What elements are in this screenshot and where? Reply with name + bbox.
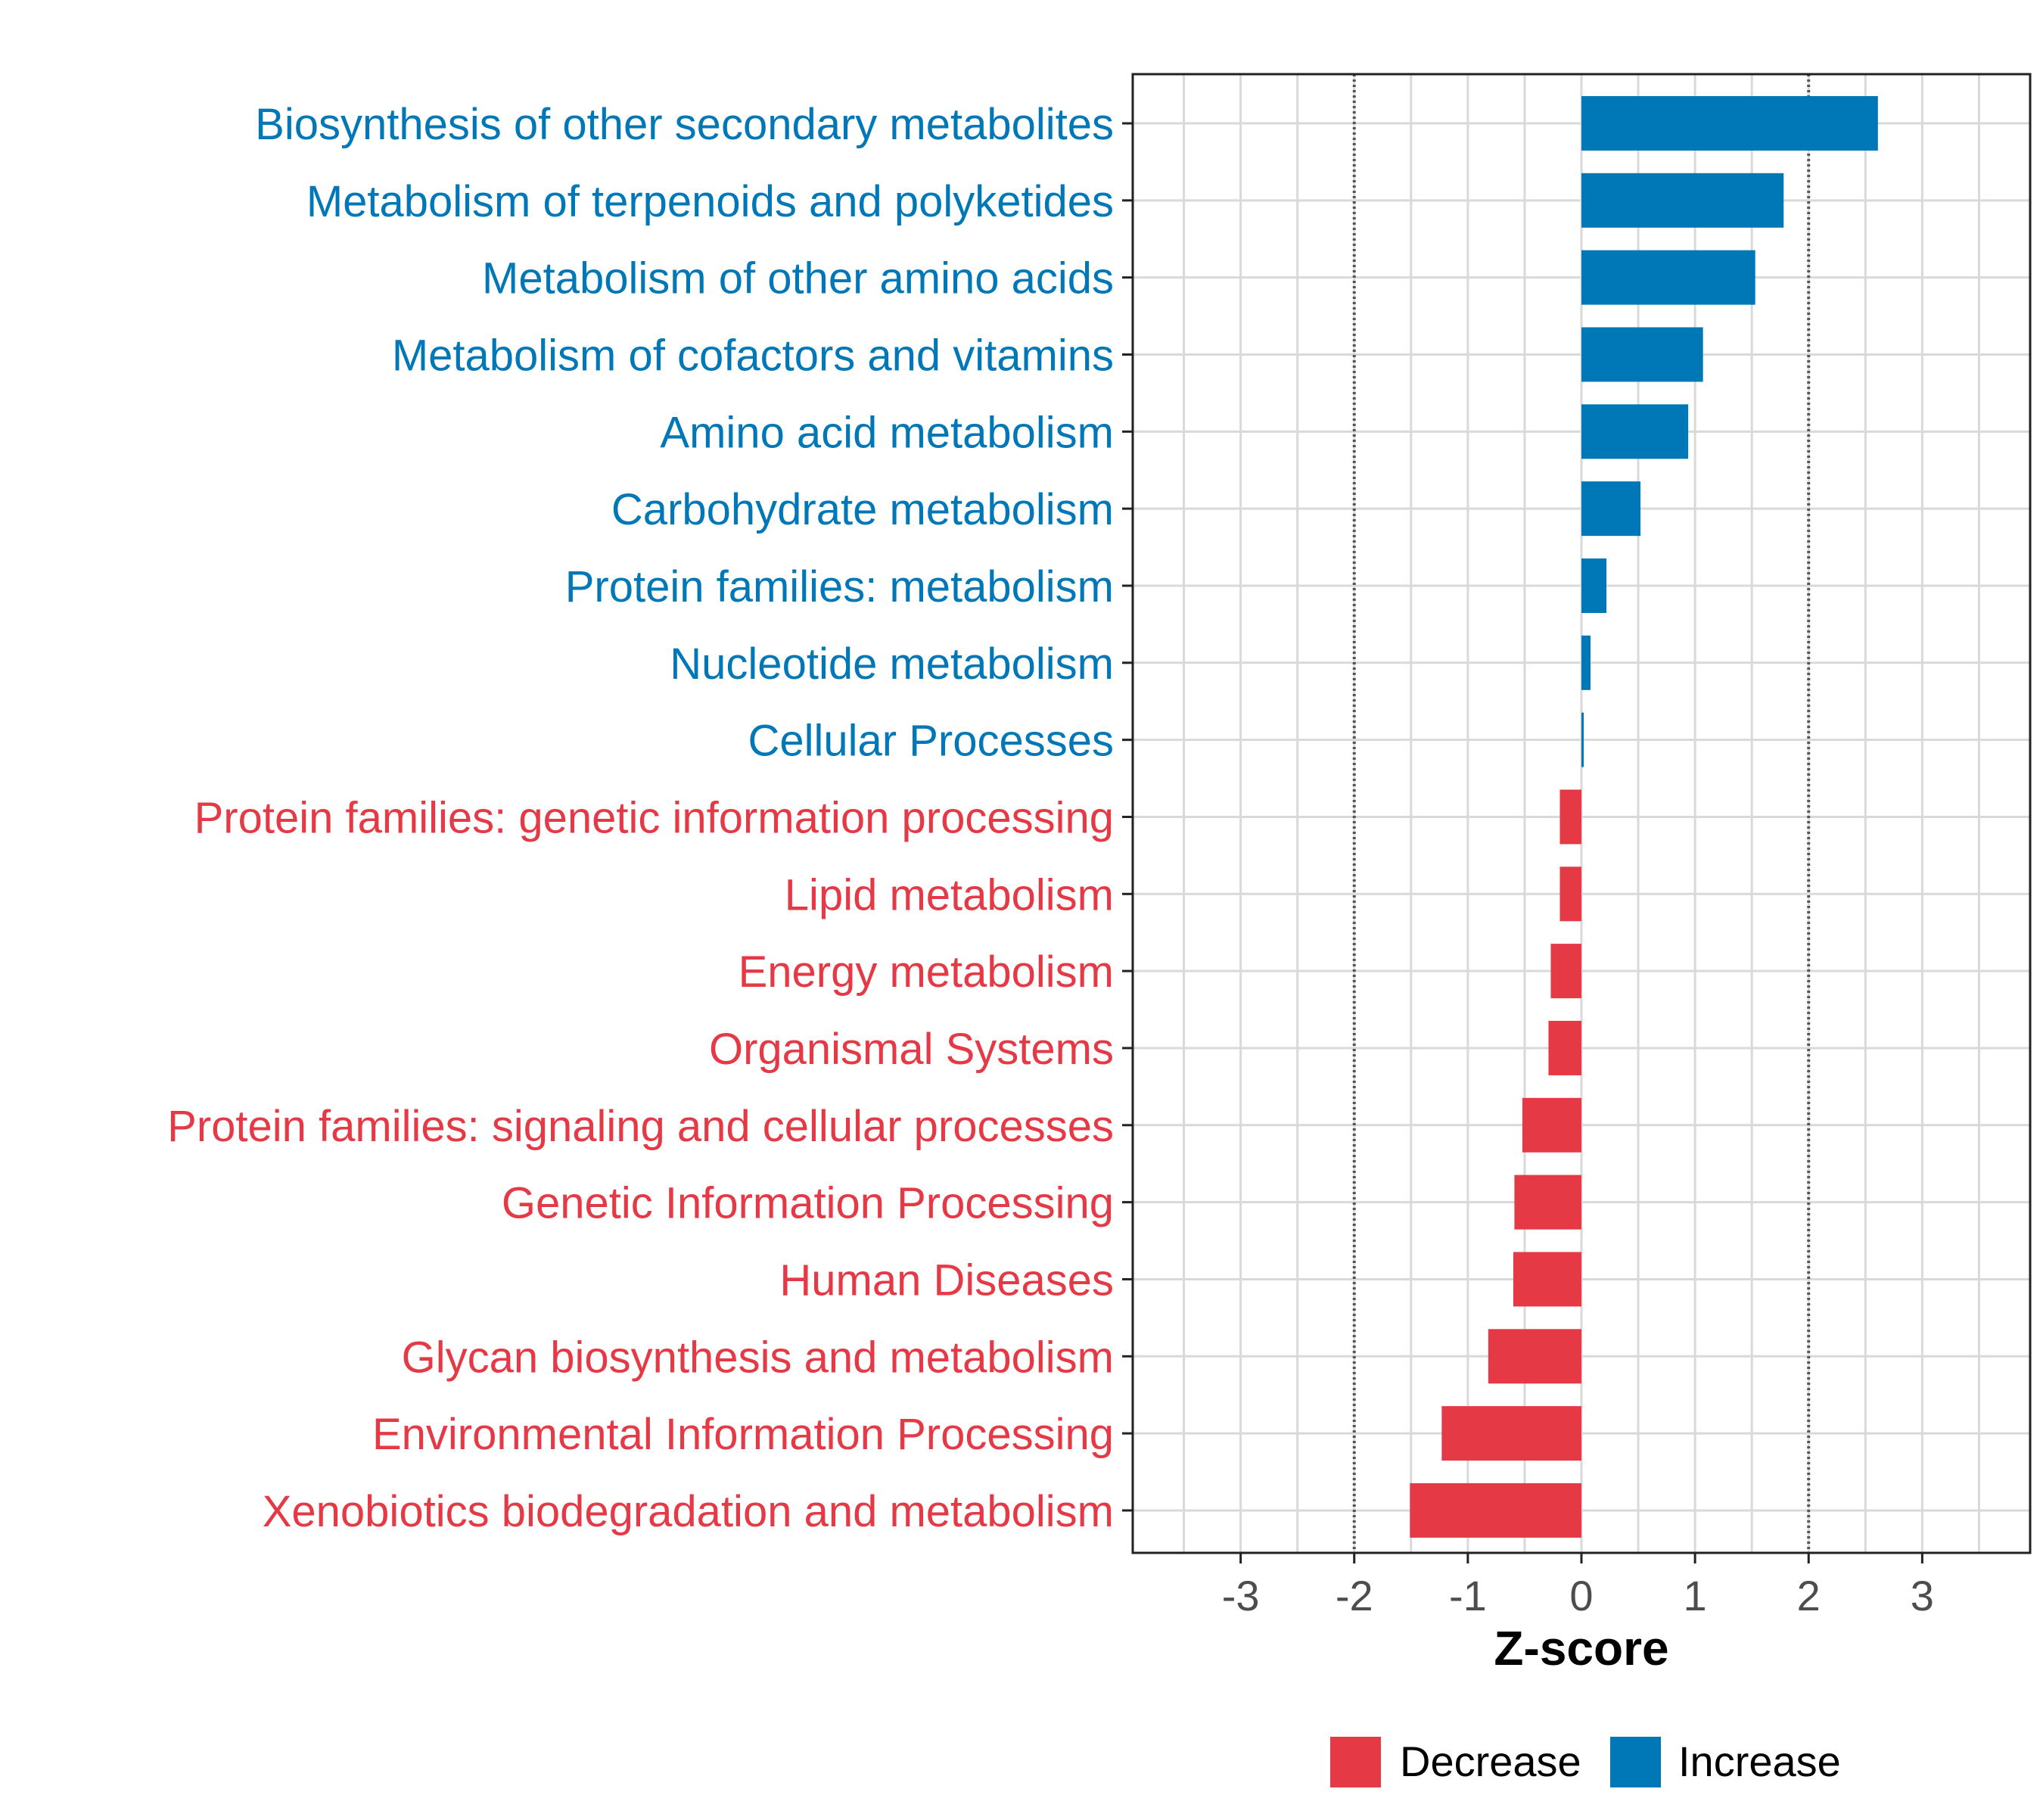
legend-label-decrease: Decrease	[1400, 1738, 1581, 1785]
category-label: Biosynthesis of other secondary metaboli…	[255, 100, 1114, 149]
category-label: Protein families: genetic information pr…	[194, 793, 1114, 842]
bar	[1581, 558, 1607, 613]
category-label: Metabolism of other amino acids	[482, 254, 1114, 303]
bar	[1441, 1406, 1581, 1461]
category-label: Protein families: signaling and cellular…	[167, 1102, 1114, 1151]
y-axis-ticks: Biosynthesis of other secondary metaboli…	[167, 100, 1133, 1536]
bar	[1514, 1174, 1581, 1230]
bar	[1581, 250, 1755, 305]
legend-label-increase: Increase	[1678, 1738, 1841, 1785]
category-label: Cellular Processes	[748, 717, 1114, 766]
category-label: Genetic Information Processing	[502, 1179, 1114, 1228]
bar	[1581, 481, 1641, 537]
bar	[1559, 789, 1581, 845]
category-label: Glycan biosynthesis and metabolism	[402, 1333, 1114, 1382]
category-label: Lipid metabolism	[785, 870, 1114, 919]
category-label: Organismal Systems	[709, 1025, 1114, 1074]
bar	[1581, 327, 1703, 382]
bar	[1550, 944, 1581, 999]
x-axis-ticks: -3 -2 -1 0 1 2 3	[1222, 1553, 1934, 1619]
category-label: Metabolism of terpenoids and polyketides	[306, 177, 1114, 226]
category-label: Metabolism of cofactors and vitamins	[392, 331, 1114, 380]
category-label: Nucleotide metabolism	[670, 639, 1114, 689]
x-tick-label: 3	[1911, 1572, 1934, 1619]
category-label: Environmental Information Processing	[372, 1410, 1114, 1459]
legend-key-decrease	[1330, 1737, 1381, 1787]
category-label: Energy metabolism	[739, 947, 1114, 997]
category-label: Xenobiotics biodegradation and metabolis…	[263, 1487, 1114, 1536]
bar	[1581, 712, 1584, 767]
bar	[1488, 1329, 1581, 1384]
x-axis-title: Z-score	[1494, 1621, 1668, 1675]
bar	[1581, 96, 1878, 151]
category-label: Human Diseases	[779, 1255, 1114, 1305]
x-tick-label: 2	[1797, 1572, 1821, 1619]
x-tick-label: -2	[1336, 1572, 1373, 1619]
x-tick-label: 0	[1569, 1572, 1593, 1619]
bar	[1559, 866, 1581, 922]
bar	[1522, 1097, 1581, 1153]
bar	[1581, 173, 1784, 228]
bar	[1513, 1252, 1581, 1307]
category-label: Protein families: metabolism	[565, 562, 1114, 611]
bar	[1581, 404, 1689, 459]
bar	[1410, 1482, 1581, 1538]
x-tick-label: 1	[1684, 1572, 1707, 1619]
x-tick-label: -1	[1449, 1572, 1487, 1619]
bar	[1581, 635, 1591, 690]
bar	[1548, 1020, 1581, 1075]
legend: Decrease Increase	[1330, 1737, 1841, 1787]
legend-key-increase	[1610, 1737, 1661, 1787]
category-label: Carbohydrate metabolism	[611, 485, 1114, 534]
bars	[1410, 96, 1878, 1538]
category-label: Amino acid metabolism	[660, 408, 1114, 457]
x-tick-label: -3	[1222, 1572, 1260, 1619]
